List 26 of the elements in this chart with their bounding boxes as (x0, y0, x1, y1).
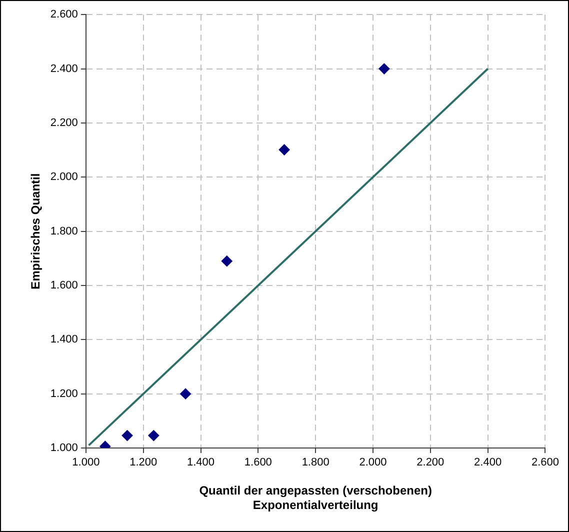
y-tick-label: 2.000 (50, 171, 78, 184)
point (221, 256, 232, 267)
point (122, 430, 133, 442)
y-tick-label: 2.400 (50, 62, 78, 75)
x-tick-label: 2.200 (416, 456, 444, 469)
x-tick-label: 1.000 (72, 456, 100, 469)
point (378, 63, 390, 74)
y-tick-label: 2.200 (50, 116, 78, 129)
x-tick-label: 1.600 (244, 456, 272, 469)
x-tick-label: 1.200 (130, 456, 158, 469)
y-tick-label: 1.200 (50, 388, 78, 400)
point (148, 430, 160, 442)
x-tick-label: 2.400 (474, 456, 502, 469)
y-tick-label: 1.000 (50, 442, 78, 454)
y-tick-label: 1.400 (50, 334, 78, 346)
x-tick-label: 2.000 (359, 456, 387, 469)
x-axis-title: Quantil der angepassten (verschobenen) Exponentialverteilung (199, 484, 432, 512)
x-tick-label: 1.400 (186, 456, 215, 469)
x-tick-label: 2.600 (531, 456, 559, 469)
x-tick-label: 1.800 (302, 456, 330, 469)
y-tick-label: 1.600 (50, 280, 78, 292)
point (278, 144, 290, 156)
point (180, 388, 192, 400)
y-axis-title: Empirisches Quantil (28, 173, 43, 290)
y-tick-label: 1.800 (50, 225, 78, 238)
y-tick-label: 2.600 (50, 8, 78, 21)
